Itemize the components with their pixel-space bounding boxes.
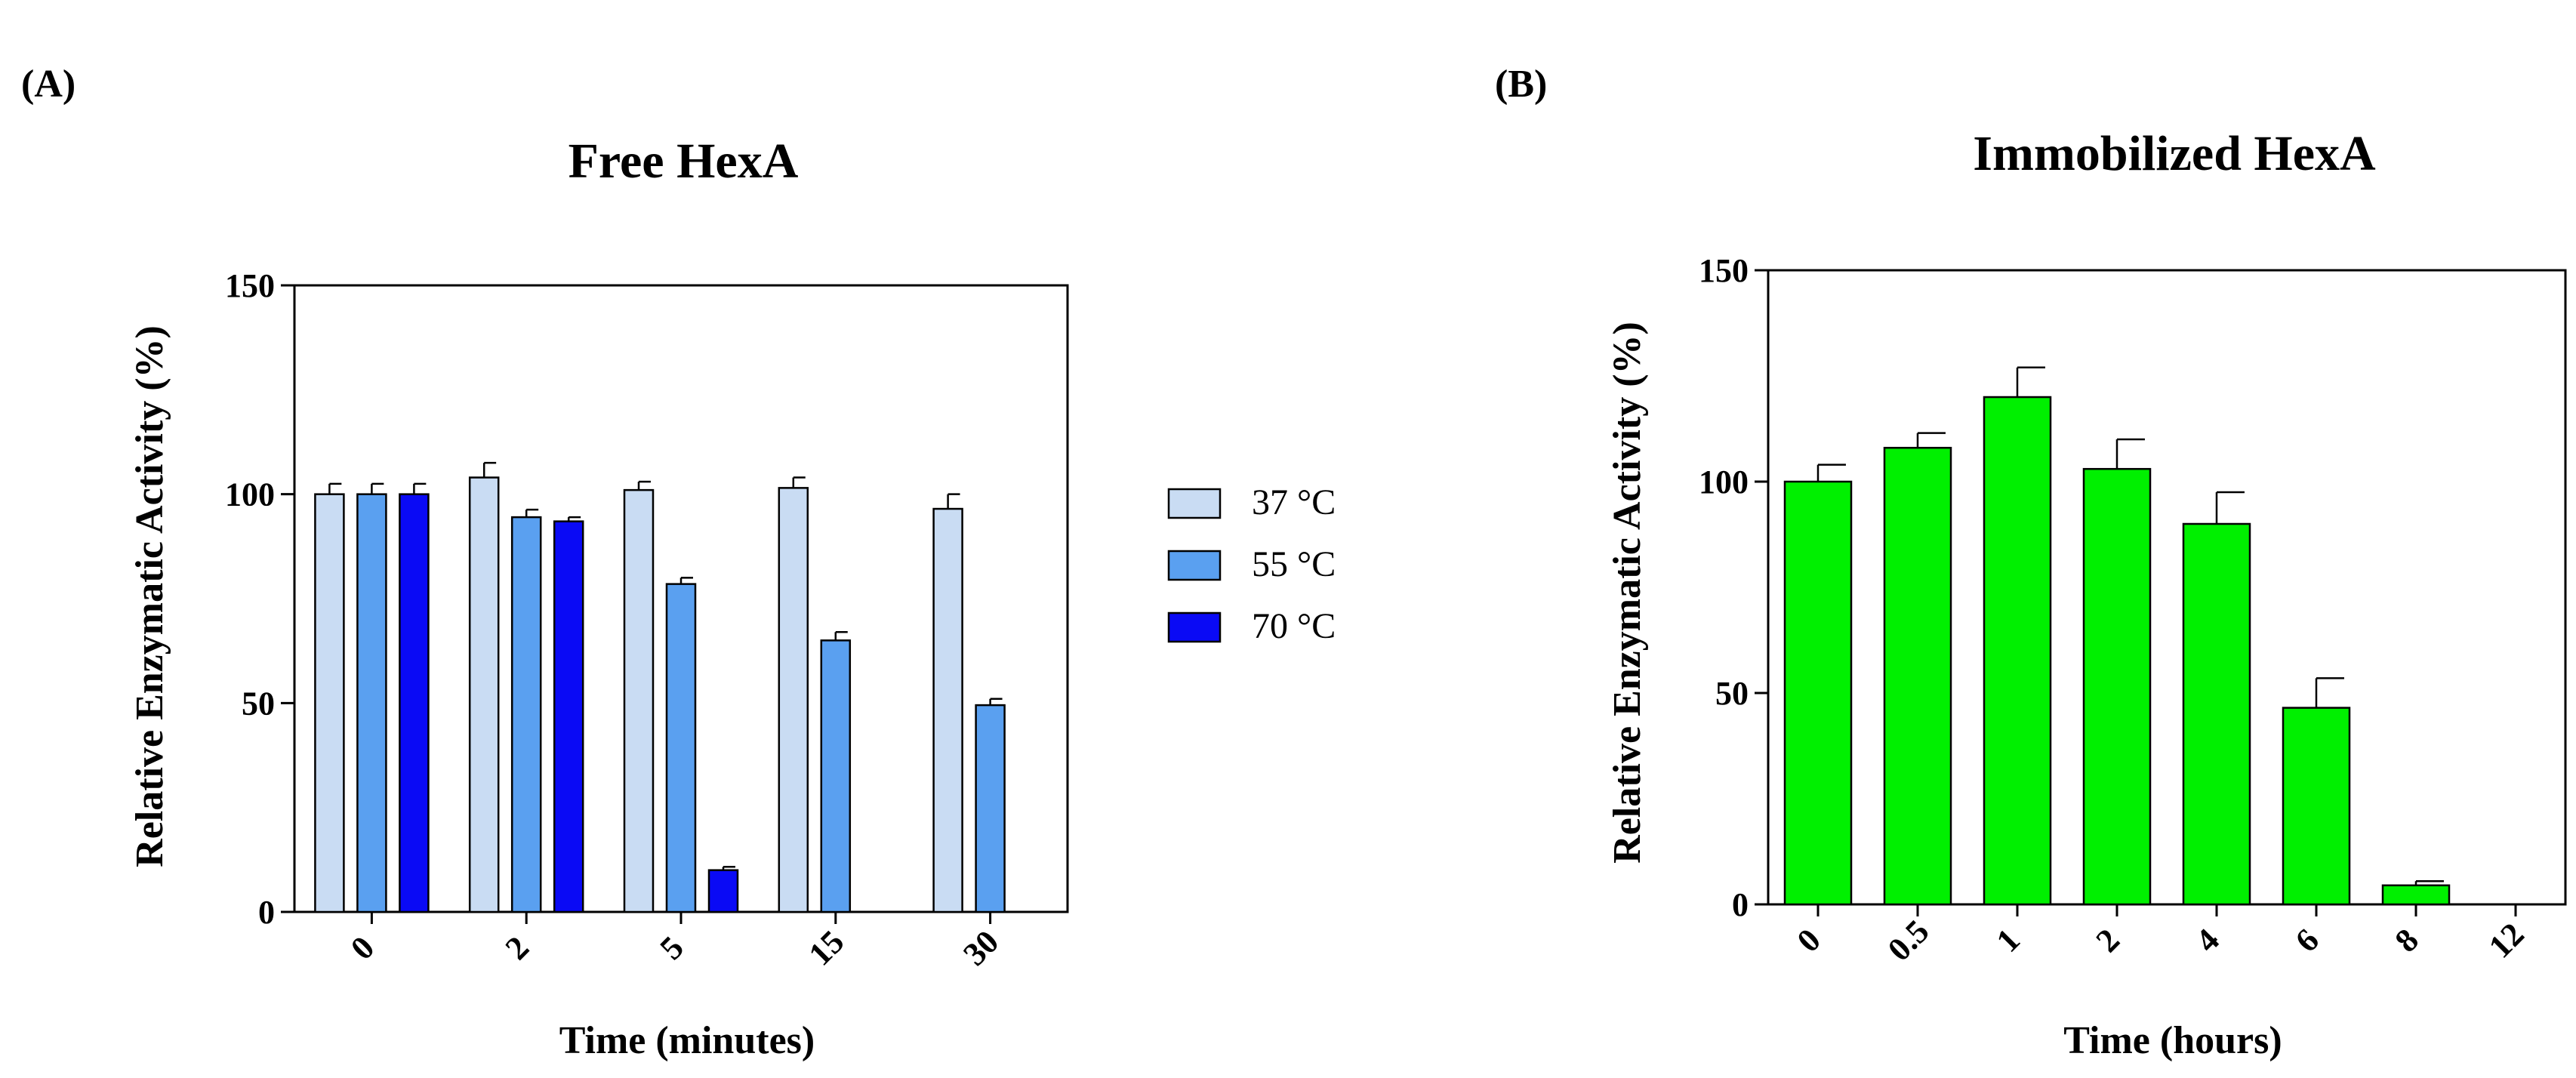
bar bbox=[1983, 396, 2052, 906]
y-tick-label: 150 bbox=[1699, 252, 1749, 289]
chart-immobilized-hexa: Immobilized HexA Relative Enzymatic Acti… bbox=[1606, 126, 2567, 1062]
panel-label-b: (B) bbox=[1495, 63, 1547, 106]
bar bbox=[707, 869, 739, 913]
bar bbox=[1883, 446, 1952, 906]
y-axis-label: Relative Enzymatic Activity (%) bbox=[128, 325, 171, 867]
x-tick-label: 0.5 bbox=[1881, 913, 1937, 969]
legend: 37 °C 55 °C 70 °C bbox=[1167, 482, 1336, 646]
legend-swatch bbox=[1167, 550, 1222, 581]
bar bbox=[468, 476, 500, 913]
x-tick-label: 0 bbox=[1790, 922, 1828, 959]
x-axis-label: Time (hours) bbox=[2063, 1019, 2282, 1062]
bar bbox=[778, 487, 809, 913]
legend-label: 55 °C bbox=[1252, 544, 1336, 584]
bar bbox=[820, 639, 852, 913]
x-tick-label: 4 bbox=[2189, 922, 2226, 959]
y-tick-label: 50 bbox=[1715, 675, 1749, 712]
bar bbox=[399, 493, 430, 913]
x-tick-label: 12 bbox=[2482, 916, 2531, 966]
bar bbox=[665, 583, 697, 913]
x-tick-label: 2 bbox=[498, 929, 536, 967]
y-axis-label: Relative Enzymatic Activity (%) bbox=[1606, 322, 1649, 864]
panel-label-a: (A) bbox=[21, 63, 75, 106]
y-tick-label: 100 bbox=[1699, 464, 1749, 500]
y-tick-label: 150 bbox=[225, 267, 275, 304]
legend-swatch bbox=[1167, 488, 1222, 519]
plot-frame bbox=[1767, 269, 2567, 906]
bar bbox=[975, 704, 1006, 913]
y-tick-label: 50 bbox=[242, 685, 275, 722]
bar bbox=[2082, 467, 2152, 906]
x-tick-label: 1 bbox=[1989, 922, 2027, 959]
legend-label: 70 °C bbox=[1252, 606, 1336, 646]
x-axis-label: Time (minutes) bbox=[559, 1019, 815, 1062]
bar bbox=[510, 516, 542, 913]
x-tick-label: 6 bbox=[2288, 922, 2326, 959]
legend-label: 37 °C bbox=[1252, 482, 1336, 522]
y-tick-label: 100 bbox=[225, 476, 275, 513]
bar bbox=[314, 493, 345, 913]
x-tick-label: 5 bbox=[653, 929, 691, 967]
chart-free-hexa: Free HexA Relative Enzymatic Activity (%… bbox=[128, 134, 1336, 1062]
bar bbox=[2182, 522, 2251, 906]
chart-title: Immobilized HexA bbox=[1973, 126, 2376, 181]
bar bbox=[2381, 884, 2451, 906]
y-tick-label: 0 bbox=[1732, 886, 1749, 923]
x-tick-label: 8 bbox=[2388, 922, 2426, 959]
bar bbox=[623, 488, 655, 913]
chart-title: Free HexA bbox=[569, 134, 799, 189]
bar bbox=[1783, 480, 1853, 906]
bar bbox=[2282, 707, 2351, 906]
bar bbox=[356, 493, 387, 913]
x-tick-label: 2 bbox=[2089, 922, 2127, 959]
x-tick-label: 30 bbox=[956, 923, 1006, 973]
bar bbox=[932, 507, 963, 913]
bar bbox=[553, 520, 584, 913]
y-tick-label: 0 bbox=[258, 894, 275, 931]
legend-swatch bbox=[1167, 611, 1222, 643]
x-tick-label: 15 bbox=[802, 923, 852, 973]
plot-area: 0 50 100 150 0 2 5 15 30 bbox=[225, 267, 1069, 973]
x-tick-label: 0 bbox=[344, 929, 381, 967]
